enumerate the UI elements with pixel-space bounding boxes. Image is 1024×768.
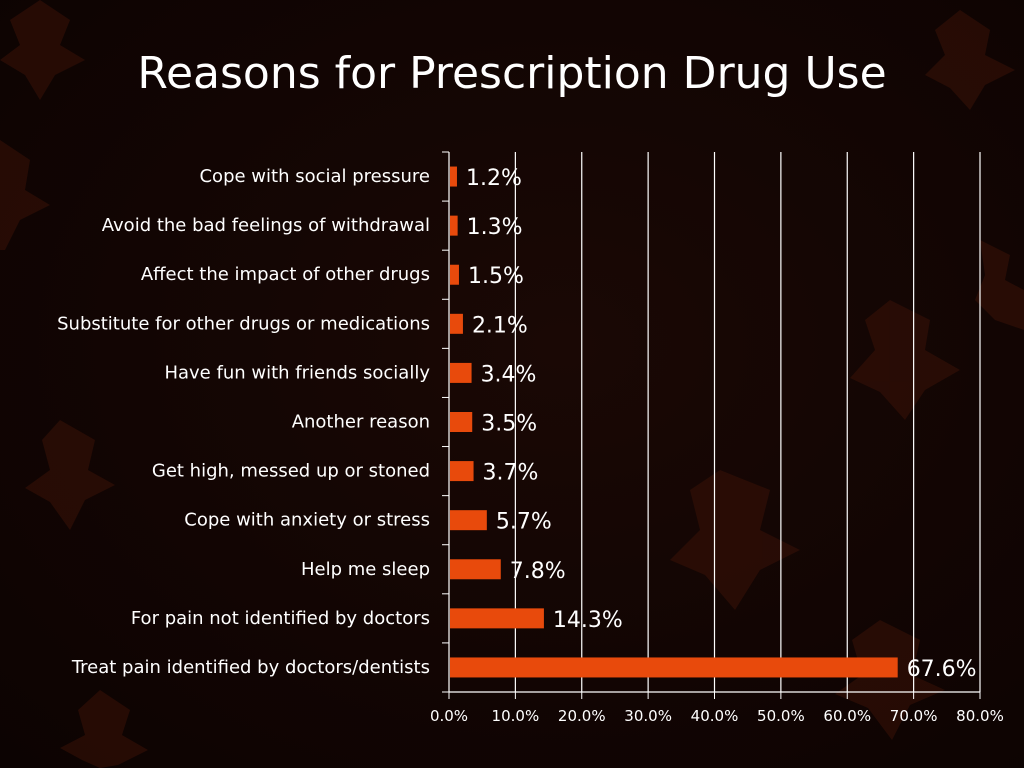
- category-label: Cope with anxiety or stress: [184, 510, 430, 531]
- category-label: Cope with social pressure: [199, 166, 430, 187]
- category-labels: Cope with social pressure Avoid the bad f…: [57, 166, 430, 678]
- bar: [450, 313, 463, 334]
- x-tick-label: 0.0%: [430, 707, 468, 725]
- axes: [442, 151, 981, 699]
- category-label: Avoid the bad feelings of withdrawal: [102, 215, 430, 236]
- data-labels: 1.2% 1.3% 1.5% 2.1% 3.4% 3.5% 3.7% 5.7% 7.8% 14.3…: [466, 166, 977, 682]
- data-label: 1.3%: [467, 215, 523, 240]
- data-label: 67.6%: [907, 657, 977, 682]
- x-tick-label: 70.0%: [890, 707, 938, 725]
- data-label: 7.8%: [510, 559, 566, 584]
- bar: [450, 166, 457, 187]
- category-label: Help me sleep: [301, 559, 430, 580]
- category-label: Another reason: [292, 412, 430, 433]
- bar: [450, 412, 473, 432]
- data-label: 5.7%: [496, 510, 552, 535]
- data-label: 1.5%: [468, 264, 524, 289]
- bar: [450, 608, 544, 629]
- category-label: Get high, messed up or stoned: [152, 461, 430, 482]
- bar: [450, 657, 898, 678]
- bar: [450, 264, 459, 285]
- category-label: Affect the impact of other drugs: [141, 264, 430, 285]
- category-label: For pain not identified by doctors: [131, 608, 430, 629]
- bar: [450, 559, 501, 580]
- category-label: Substitute for other drugs or medication…: [57, 313, 430, 334]
- data-label: 2.1%: [472, 313, 528, 338]
- x-tick-label: 40.0%: [691, 707, 739, 725]
- slide-title: Reasons for Prescription Drug Use: [137, 48, 887, 99]
- x-tick-label: 20.0%: [558, 707, 606, 725]
- x-tick-labels: 0.0% 10.0% 20.0% 30.0% 40.0% 50.0% 60.0% 70.0% 8…: [430, 707, 1004, 725]
- x-tick-label: 80.0%: [956, 707, 1004, 725]
- bar: [450, 461, 474, 482]
- data-label: 1.2%: [466, 166, 522, 191]
- bar: [450, 362, 472, 383]
- gridlines: [514, 152, 981, 692]
- data-label: 3.5%: [481, 412, 537, 437]
- data-label: 3.4%: [481, 362, 537, 387]
- bars: [450, 166, 898, 678]
- x-tick-label: 50.0%: [757, 707, 805, 725]
- bar: [450, 510, 487, 531]
- bar: [450, 215, 458, 236]
- x-tick-label: 10.0%: [492, 707, 540, 725]
- data-label: 3.7%: [483, 461, 539, 486]
- category-label: Have fun with friends socially: [164, 362, 430, 383]
- x-tick-label: 30.0%: [624, 707, 672, 725]
- x-tick-label: 60.0%: [823, 707, 871, 725]
- data-label: 14.3%: [553, 608, 623, 633]
- category-label: Treat pain identified by doctors/dentist…: [71, 657, 430, 678]
